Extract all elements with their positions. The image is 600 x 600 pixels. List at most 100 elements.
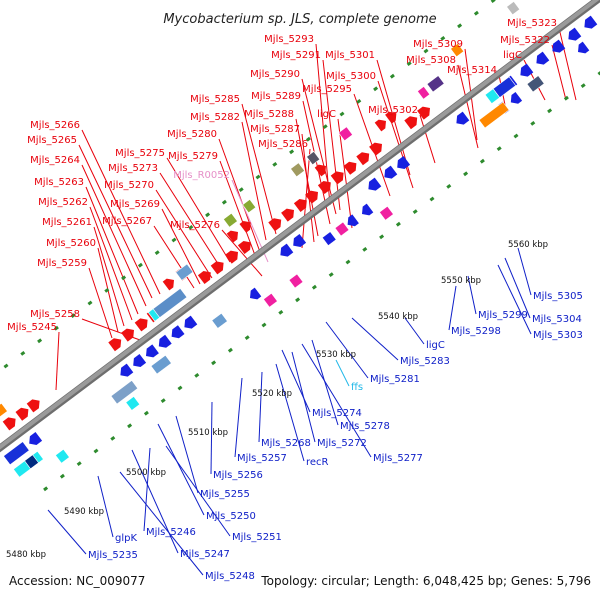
gene-label-forward: Mjls_5245: [7, 322, 57, 333]
label-leader: [377, 80, 414, 189]
gene-label-forward: Mjls_5286: [258, 139, 308, 150]
reverse-gene-arrow: [510, 92, 523, 104]
scale-tick: [322, 124, 328, 130]
scale-tick: [121, 275, 127, 281]
genome-backbone: [0, 0, 600, 453]
label-leader: [234, 377, 243, 458]
gene-label-reverse: Mjls_5247: [180, 549, 230, 560]
label-leader: [241, 121, 267, 241]
scale-tick: [171, 237, 177, 243]
scale-tick: [261, 322, 267, 328]
gene-label-forward: Mjls_5309: [413, 39, 463, 50]
label-leader: [419, 114, 436, 164]
scale-tick: [395, 221, 401, 227]
reverse-gene-arrow: [347, 214, 359, 227]
gene-label-reverse: Mjls_5235: [88, 550, 138, 561]
label-leader: [97, 475, 114, 538]
label-leader: [551, 44, 567, 101]
feature-block: [506, 0, 521, 16]
feature-block: [147, 308, 161, 322]
label-leader: [497, 264, 532, 335]
gene-label-forward: Mjls_5279: [168, 151, 218, 162]
gene-label-forward: Mjls_5285: [190, 94, 240, 105]
gene-label-forward: Mjls_5322: [500, 35, 550, 46]
label-leader: [165, 445, 231, 537]
scale-tick: [423, 48, 429, 54]
feature-block: [484, 88, 501, 105]
forward-gene-arrow: [268, 218, 282, 232]
forward-gene-arrow: [26, 399, 40, 413]
reverse-gene-arrow: [536, 51, 550, 65]
label-leader: [325, 321, 369, 379]
feature-block: [378, 205, 394, 221]
label-leader: [221, 229, 263, 277]
label-leader: [159, 172, 223, 271]
scale-tick: [429, 196, 435, 202]
forward-gene-arrow: [15, 407, 29, 421]
scale-tick: [311, 284, 317, 290]
scale-tick: [457, 23, 463, 29]
scale-tick: [446, 184, 452, 189]
scale-tick: [87, 300, 93, 306]
scale-tick: [479, 158, 485, 164]
scale-tick: [513, 133, 519, 139]
forward-gene-arrow: [317, 181, 331, 194]
scale-tick: [496, 146, 502, 151]
feature-block: [338, 126, 354, 142]
forward-gene-arrow: [197, 271, 211, 284]
label-leader: [301, 148, 311, 249]
gene-label-reverse: Mjls_5278: [340, 421, 390, 432]
scale-tick: [563, 95, 569, 101]
label-leader: [291, 351, 316, 443]
forward-gene-arrow: [356, 152, 370, 166]
reverse-gene-arrow: [250, 287, 262, 300]
label-leader: [457, 64, 479, 149]
reverse-gene-arrow: [293, 234, 307, 247]
gene-label-reverse: ffs: [351, 382, 363, 393]
gene-label-forward: Mjls_5260: [46, 238, 96, 249]
gene-label-forward: Mjls_5323: [507, 18, 557, 29]
gene-label-reverse: Mjls_5277: [373, 453, 423, 464]
label-leader: [404, 317, 425, 345]
feature-block: [0, 402, 8, 418]
scale-tick: [389, 73, 395, 79]
gene-label-forward: Mjls_5267: [102, 216, 152, 227]
scale-tick: [20, 351, 26, 356]
scale-tick: [211, 360, 217, 366]
feature-block: [150, 354, 172, 375]
scale-tick: [597, 71, 600, 76]
feature-block: [450, 42, 465, 58]
label-leader: [335, 359, 350, 387]
feature-block: [416, 85, 431, 100]
scale-tick: [194, 373, 200, 378]
scale-ticks: [3, 0, 600, 492]
accession-text: Accession: NC_009077: [9, 574, 145, 588]
forward-gene-arrow: [417, 106, 430, 120]
reverse-gene-arrow: [384, 165, 398, 179]
feature-block: [426, 75, 445, 93]
forward-gene-arrow: [226, 230, 238, 243]
gene-label-reverse: Mjls_5304: [532, 314, 582, 325]
label-leader: [81, 129, 161, 295]
gene-label-reverse: recR: [306, 457, 329, 468]
label-leader: [322, 59, 341, 211]
label-leader: [301, 78, 337, 215]
feature-block: [3, 441, 30, 466]
gene-label-reverse: Mjls_5250: [206, 511, 256, 522]
feature-block: [222, 212, 238, 228]
label-leader: [175, 415, 199, 494]
gene-label-forward: Mjls_5289: [251, 91, 301, 102]
gene-label-forward: ligC: [503, 50, 522, 61]
scale-tick: [244, 335, 250, 340]
scale-tick: [43, 486, 49, 492]
scale-tick: [104, 288, 110, 293]
label-leader: [161, 208, 201, 285]
label-leader: [258, 371, 263, 443]
scale-tick: [221, 199, 227, 205]
scale-label: 5510 kbp: [188, 428, 228, 438]
feature-block: [321, 231, 337, 247]
scale-label: 5540 kbp: [378, 312, 418, 322]
gene-label-reverse: Mjls_5303: [533, 330, 583, 341]
reverse-gene-arrow: [184, 315, 198, 329]
label-leader: [219, 160, 257, 259]
